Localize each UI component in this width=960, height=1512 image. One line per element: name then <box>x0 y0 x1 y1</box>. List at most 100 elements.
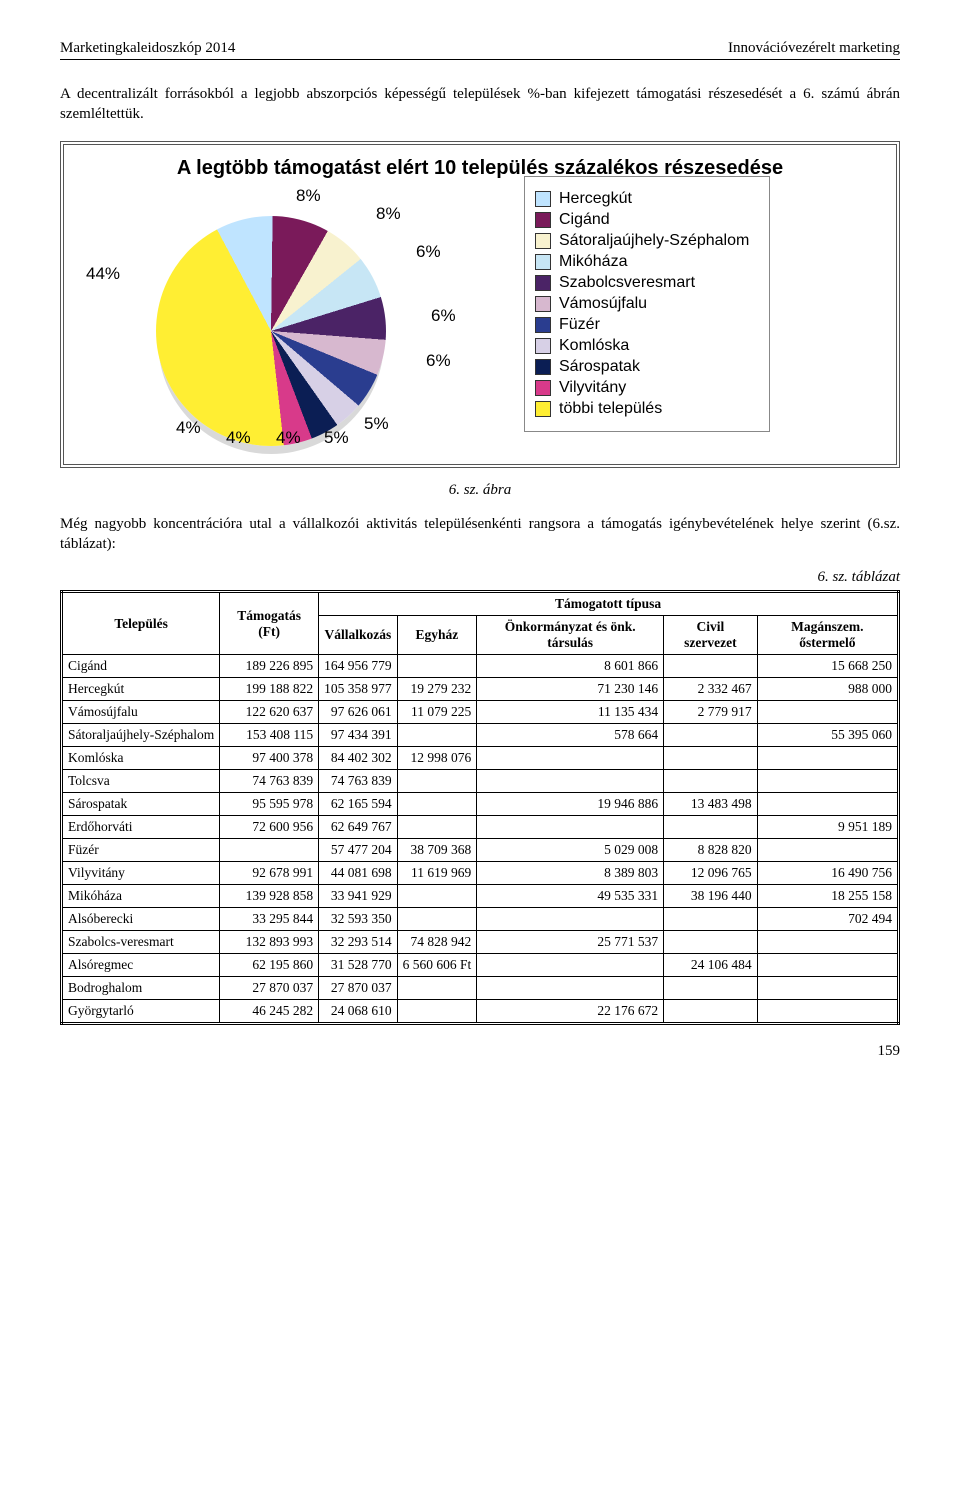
cell-value: 24 106 484 <box>664 954 758 977</box>
cell-value: 11 135 434 <box>477 701 664 724</box>
cell-value: 164 956 779 <box>319 655 398 678</box>
pie-callout: 44% <box>86 264 120 284</box>
cell-name: Vámosújfalu <box>62 701 220 724</box>
cell-value <box>757 747 898 770</box>
cell-value: 199 188 822 <box>220 678 319 701</box>
cell-value <box>757 701 898 724</box>
pie-graphic <box>156 216 386 446</box>
legend-item: Cigánd <box>535 211 755 229</box>
table-row: Tolcsva74 763 83974 763 839 <box>62 770 899 793</box>
cell-value: 24 068 610 <box>319 1000 398 1024</box>
th-magan: Magánszem. őstermelő <box>757 616 898 655</box>
cell-value: 62 165 594 <box>319 793 398 816</box>
cell-value: 132 893 993 <box>220 931 319 954</box>
table-row: Sátoraljaújhely-Széphalom153 408 11597 4… <box>62 724 899 747</box>
cell-value <box>397 1000 477 1024</box>
cell-value <box>757 977 898 1000</box>
legend-swatch <box>535 233 551 249</box>
cell-value: 11 079 225 <box>397 701 477 724</box>
legend-label: Vámosújfalu <box>559 295 647 313</box>
legend-item: többi település <box>535 400 755 418</box>
cell-value <box>397 770 477 793</box>
cell-value: 44 081 698 <box>319 862 398 885</box>
cell-value <box>477 908 664 931</box>
cell-name: Alsóberecki <box>62 908 220 931</box>
th-onk: Önkormányzat és önk. társulás <box>477 616 664 655</box>
cell-value: 139 928 858 <box>220 885 319 908</box>
table-row: Vámosújfalu122 620 63797 626 06111 079 2… <box>62 701 899 724</box>
legend-label: Hercegkút <box>559 190 632 208</box>
cell-value: 57 477 204 <box>319 839 398 862</box>
legend-item: Mikóháza <box>535 253 755 271</box>
table-row: Györgytarló46 245 28224 068 61022 176 67… <box>62 1000 899 1024</box>
pie-callout: 4% <box>276 428 301 448</box>
legend-swatch <box>535 401 551 417</box>
cell-name: Hercegkút <box>62 678 220 701</box>
legend-item: Füzér <box>535 316 755 334</box>
cell-value: 33 295 844 <box>220 908 319 931</box>
cell-value: 55 395 060 <box>757 724 898 747</box>
cell-value: 8 828 820 <box>664 839 758 862</box>
legend-label: Sárospatak <box>559 358 640 376</box>
cell-value: 71 230 146 <box>477 678 664 701</box>
legend-label: Sátoraljaújhely-Széphalom <box>559 232 749 250</box>
cell-value: 46 245 282 <box>220 1000 319 1024</box>
pie-callout: 5% <box>324 428 349 448</box>
table-row: Erdőhorváti72 600 95662 649 7679 951 189 <box>62 816 899 839</box>
cell-value: 15 668 250 <box>757 655 898 678</box>
cell-value: 92 678 991 <box>220 862 319 885</box>
cell-value: 12 998 076 <box>397 747 477 770</box>
cell-name: Komlóska <box>62 747 220 770</box>
legend-swatch <box>535 317 551 333</box>
cell-value: 95 595 978 <box>220 793 319 816</box>
cell-value: 16 490 756 <box>757 862 898 885</box>
table-row: Alsóregmec62 195 86031 528 7706 560 606 … <box>62 954 899 977</box>
cell-value: 32 293 514 <box>319 931 398 954</box>
cell-name: Vilyvitány <box>62 862 220 885</box>
cell-value: 33 941 929 <box>319 885 398 908</box>
cell-value: 22 176 672 <box>477 1000 664 1024</box>
cell-value: 97 626 061 <box>319 701 398 724</box>
cell-value <box>397 977 477 1000</box>
cell-value: 9 951 189 <box>757 816 898 839</box>
cell-value: 27 870 037 <box>220 977 319 1000</box>
cell-value: 11 619 969 <box>397 862 477 885</box>
cell-value: 8 389 803 <box>477 862 664 885</box>
pie-callout: 4% <box>176 418 201 438</box>
cell-value <box>757 1000 898 1024</box>
cell-name: Alsóregmec <box>62 954 220 977</box>
page-number: 159 <box>60 1043 900 1060</box>
cell-name: Mikóháza <box>62 885 220 908</box>
legend-swatch <box>535 380 551 396</box>
chart-legend: Hercegkút Cigánd Sátoraljaújhely-Széphalom… <box>524 176 770 432</box>
legend-label: Füzér <box>559 316 600 334</box>
header-right: Innovációvezérelt marketing <box>728 40 900 57</box>
cell-value: 62 195 860 <box>220 954 319 977</box>
table-caption: 6. sz. táblázat <box>60 569 900 586</box>
th-egyhaz: Egyház <box>397 616 477 655</box>
cell-value <box>397 724 477 747</box>
legend-item: Hercegkút <box>535 190 755 208</box>
cell-value: 6 560 606 Ft <box>397 954 477 977</box>
table-row: Cigánd189 226 895164 956 7798 601 86615 … <box>62 655 899 678</box>
cell-value: 8 601 866 <box>477 655 664 678</box>
table-row: Bodroghalom27 870 03727 870 037 <box>62 977 899 1000</box>
cell-value: 74 763 839 <box>319 770 398 793</box>
cell-value <box>664 1000 758 1024</box>
cell-name: Cigánd <box>62 655 220 678</box>
table-row: Komlóska97 400 37884 402 30212 998 076 <box>62 747 899 770</box>
cell-value: 97 434 391 <box>319 724 398 747</box>
cell-value: 19 279 232 <box>397 678 477 701</box>
cell-value: 49 535 331 <box>477 885 664 908</box>
cell-value: 122 620 637 <box>220 701 319 724</box>
cell-value <box>664 816 758 839</box>
legend-swatch <box>535 191 551 207</box>
cell-value: 25 771 537 <box>477 931 664 954</box>
cell-name: Bodroghalom <box>62 977 220 1000</box>
cell-value: 19 946 886 <box>477 793 664 816</box>
legend-label: Szabolcsveresmart <box>559 274 695 292</box>
cell-name: Szabolcs-veresmart <box>62 931 220 954</box>
cell-value <box>477 816 664 839</box>
cell-value: 72 600 956 <box>220 816 319 839</box>
cell-value <box>397 793 477 816</box>
